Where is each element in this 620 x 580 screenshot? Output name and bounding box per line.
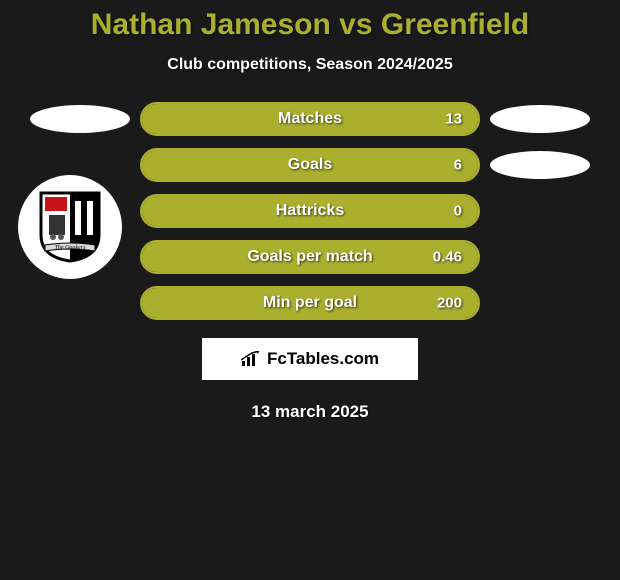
right-slot <box>490 105 590 133</box>
watermark: FcTables.com <box>202 338 418 380</box>
watermark-text: FcTables.com <box>267 349 379 369</box>
page-title: Nathan Jameson vs Greenfield <box>0 8 620 42</box>
date-text: 13 march 2025 <box>0 402 620 422</box>
stat-row: Min per goal 200 <box>0 286 620 320</box>
stat-row: Matches 13 <box>0 102 620 136</box>
bar-label: Min per goal <box>263 294 357 312</box>
right-slot <box>490 243 590 271</box>
bar-label: Goals <box>288 156 332 174</box>
bar-value: 13 <box>445 111 462 128</box>
stat-bar-matches: Matches 13 <box>140 102 480 136</box>
bar-value: 0.46 <box>433 249 462 266</box>
stat-bar-min-per-goal: Min per goal 200 <box>140 286 480 320</box>
club-badge: The Quakers <box>18 175 122 279</box>
bar-label: Matches <box>278 110 342 128</box>
player-photo-placeholder-right <box>490 105 590 133</box>
player-photo-placeholder-right <box>490 151 590 179</box>
left-slot <box>30 289 130 317</box>
bar-value: 200 <box>437 295 462 312</box>
bar-label: Hattricks <box>276 202 344 220</box>
subtitle: Club competitions, Season 2024/2025 <box>0 56 620 74</box>
player-photo-placeholder-left <box>30 105 130 133</box>
comparison-widget: Nathan Jameson vs Greenfield Club compet… <box>0 0 620 422</box>
stat-bar-goals-per-match: Goals per match 0.46 <box>140 240 480 274</box>
bar-value: 6 <box>454 157 462 174</box>
stat-bar-goals: Goals 6 <box>140 148 480 182</box>
bar-label: Goals per match <box>247 248 372 266</box>
bar-value: 0 <box>454 203 462 220</box>
right-slot <box>490 151 590 179</box>
right-slot <box>490 197 590 225</box>
club-badge-container: The Quakers <box>18 175 122 279</box>
badge-ribbon-text: The Quakers <box>55 245 86 251</box>
club-crest-icon: The Quakers <box>39 191 101 263</box>
left-slot <box>30 105 130 133</box>
right-slot <box>490 289 590 317</box>
stat-bar-hattricks: Hattricks 0 <box>140 194 480 228</box>
chart-icon <box>241 351 261 367</box>
